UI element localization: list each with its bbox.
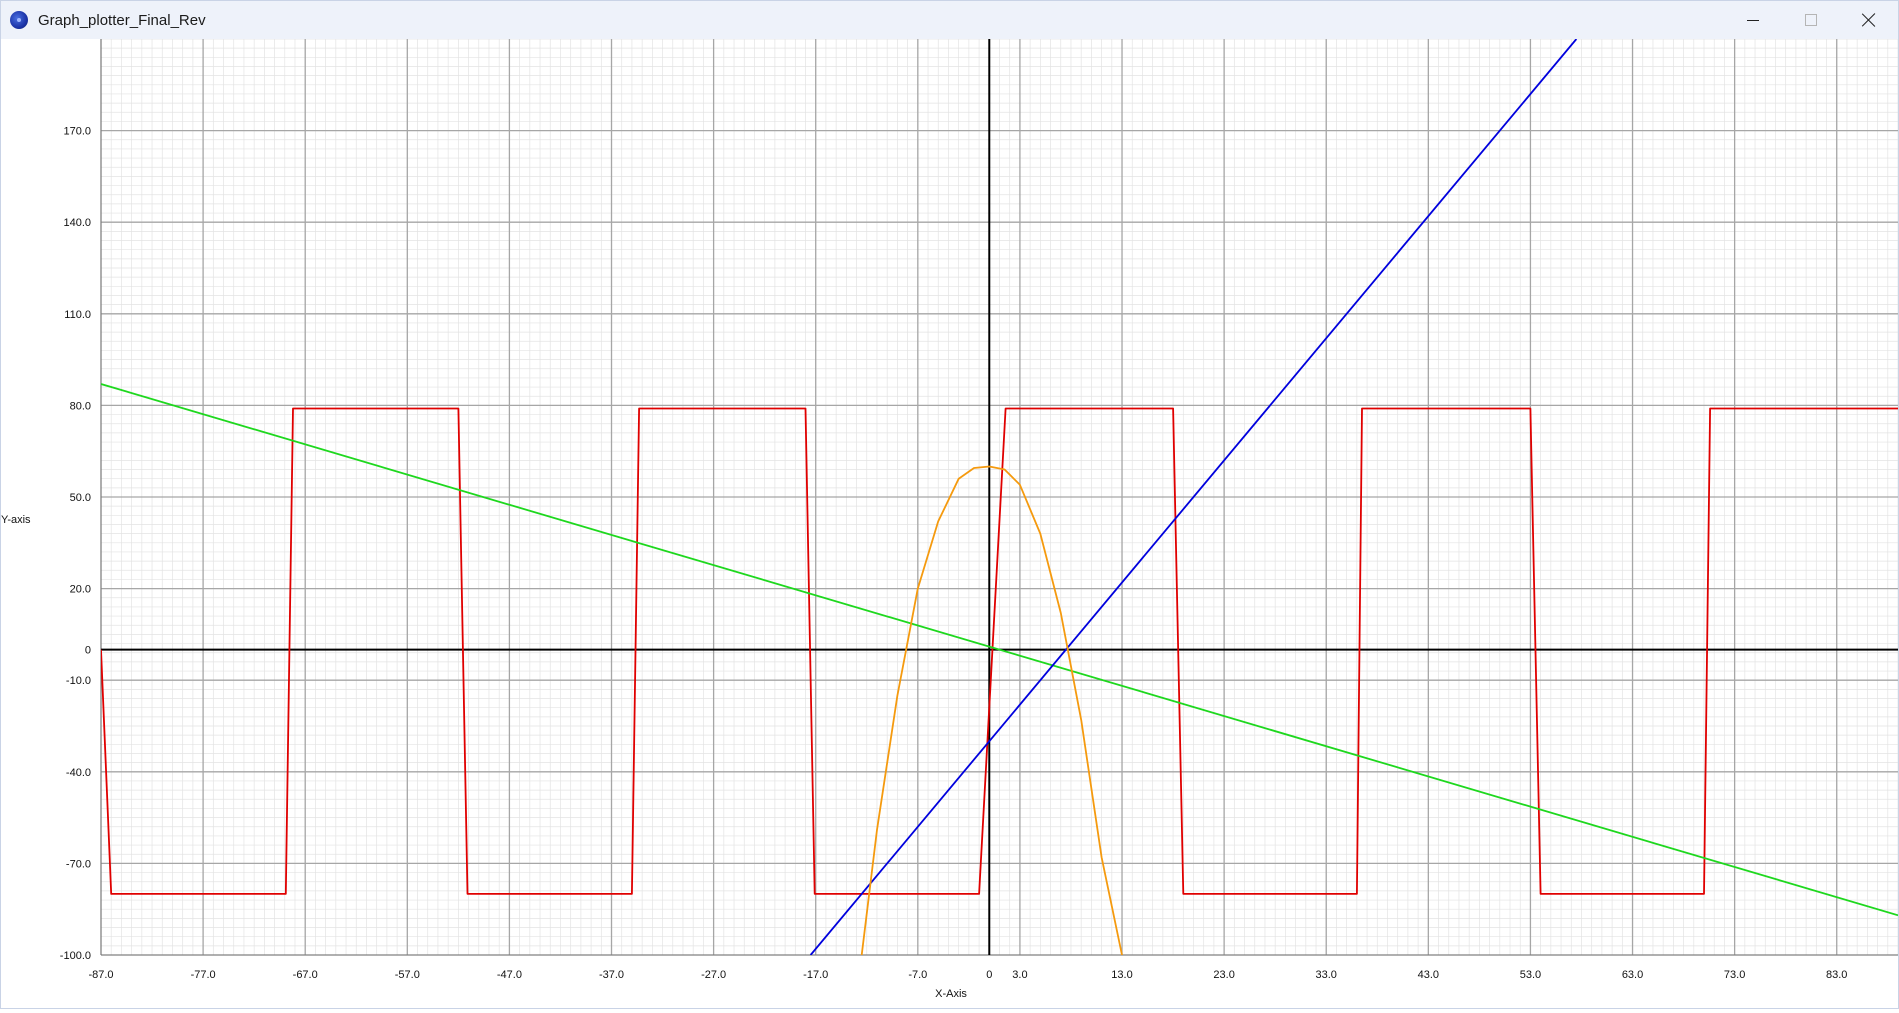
x-tick-label: 3.0 xyxy=(1012,969,1027,981)
maximize-icon xyxy=(1805,14,1817,26)
series-1-line xyxy=(101,407,1898,895)
series-2-line xyxy=(101,383,1898,917)
window-controls xyxy=(1724,1,1898,39)
series-4-line xyxy=(860,465,1123,955)
x-tick-label: 73.0 xyxy=(1724,969,1745,981)
plot-area[interactable]: -87.0 -77.0 -67.0 -57.0 -47.0 -37.0 -27.0 -17.0… xyxy=(1,38,1899,1013)
close-button[interactable] xyxy=(1840,1,1898,39)
x-tick-label: -27.0 xyxy=(701,969,726,981)
title-bar[interactable]: Graph_plotter_Final_Rev xyxy=(1,1,1898,39)
y-tick-label: 0 xyxy=(85,645,91,657)
series-3-line xyxy=(809,39,1578,955)
graph-canvas[interactable]: -87.0 -77.0 -67.0 -57.0 -47.0 -37.0 -27.0 -17.0… xyxy=(1,38,1899,1008)
y-tick-label: -70.0 xyxy=(66,858,91,870)
x-tick-label: -17.0 xyxy=(803,969,828,981)
x-tick-label: 53.0 xyxy=(1520,969,1541,981)
x-tick-label: 33.0 xyxy=(1316,969,1337,981)
y-axis-label: Y-axis xyxy=(1,514,31,526)
x-tick-labels: -87.0 -77.0 -67.0 -57.0 -47.0 -37.0 -27.0 -17.0… xyxy=(88,969,1847,981)
x-tick-label: 43.0 xyxy=(1418,969,1439,981)
x-tick-label: -77.0 xyxy=(191,969,216,981)
x-tick-label: 0 xyxy=(986,969,992,981)
minimize-icon xyxy=(1747,19,1759,21)
y-tick-label: 140.0 xyxy=(63,217,91,229)
close-icon xyxy=(1862,13,1876,27)
maximize-button[interactable] xyxy=(1782,1,1840,39)
x-tick-label: -47.0 xyxy=(497,969,522,981)
y-tick-label: -10.0 xyxy=(66,675,91,687)
x-tick-label: 83.0 xyxy=(1826,969,1847,981)
y-tick-label: 20.0 xyxy=(70,584,91,596)
x-axis-label: X-Axis xyxy=(935,988,967,1000)
x-tick-label: -57.0 xyxy=(395,969,420,981)
series-layer xyxy=(101,39,1898,955)
y-tick-label: 170.0 xyxy=(63,126,91,138)
x-tick-label: -87.0 xyxy=(88,969,113,981)
minimize-button[interactable] xyxy=(1724,1,1782,39)
y-tick-label: -40.0 xyxy=(66,767,91,779)
y-tick-labels: 170.0 140.0 110.0 80.0 50.0 20.0 0 -10.0 -40.0 -7… xyxy=(60,126,91,962)
x-tick-label: 23.0 xyxy=(1213,969,1234,981)
y-tick-label: 80.0 xyxy=(70,400,91,412)
x-tick-label: 13.0 xyxy=(1111,969,1132,981)
app-globe-icon xyxy=(10,11,28,29)
y-tick-label: 110.0 xyxy=(64,309,91,321)
y-tick-label: 50.0 xyxy=(70,492,91,504)
window-title: Graph_plotter_Final_Rev xyxy=(38,11,206,29)
x-tick-label: 63.0 xyxy=(1622,969,1643,981)
x-tick-label: -67.0 xyxy=(293,969,318,981)
x-tick-label: -37.0 xyxy=(599,969,624,981)
y-tick-label: -100.0 xyxy=(60,950,91,962)
x-tick-label: -7.0 xyxy=(908,969,927,981)
